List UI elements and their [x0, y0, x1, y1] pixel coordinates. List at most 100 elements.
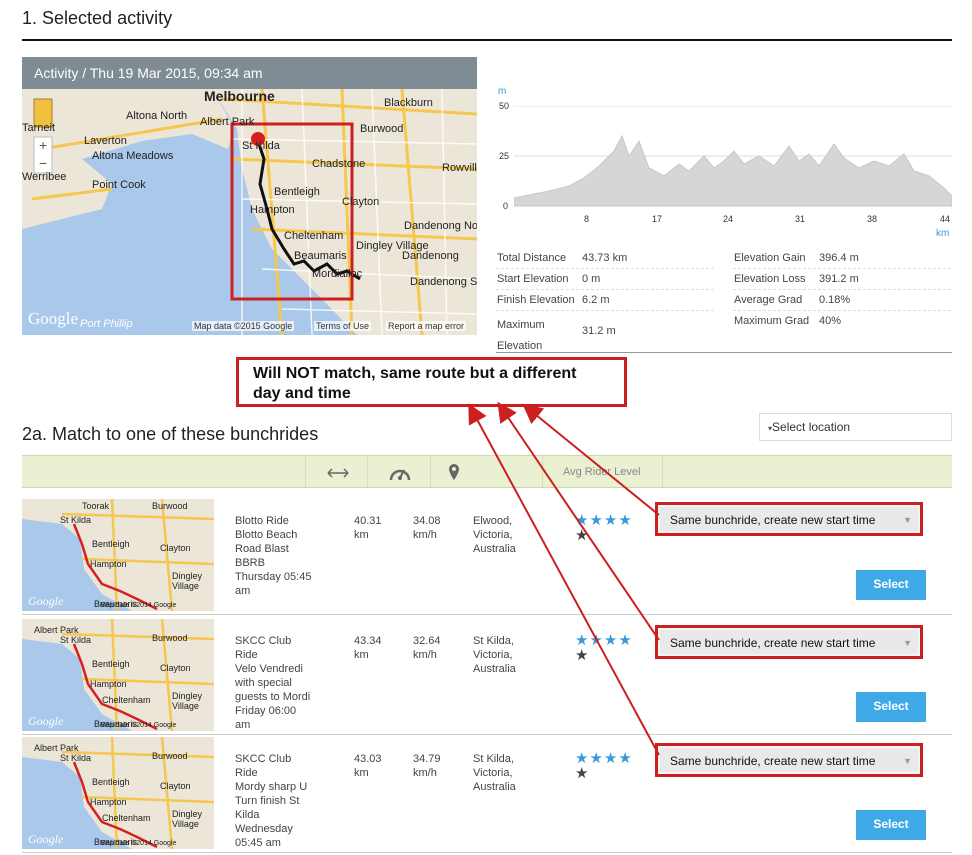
map-place-label: Laverton [84, 135, 127, 147]
star-icon: ★ [575, 765, 590, 782]
table-header: Avg Rider Level [22, 455, 952, 488]
zoom-out-button[interactable]: − [39, 155, 48, 171]
map-place-label: Beaumaris [294, 250, 347, 262]
distance-unit: km [354, 767, 369, 779]
match-option-value: Same bunchride, create new start time [660, 748, 918, 772]
thumb-place-label: Beaumaris [94, 837, 138, 847]
match-option-value: Same bunchride, create new start time [660, 507, 918, 531]
thumb-place-label: Hampton [90, 559, 127, 569]
ride-name-line: Blotto Ride [235, 515, 289, 527]
stat-label: Start Elevation [497, 273, 569, 285]
caret-down-icon: ▼ [903, 638, 912, 648]
ride-map-canvas: Toorak Burwood St Kilda Bentleigh Clayton Ham… [22, 499, 214, 611]
distance-unit: km [354, 649, 369, 661]
ride-location-line: Elwood, Victoria, [473, 515, 513, 541]
match-option-select[interactable]: Same bunchride, create new start time ▼ [655, 625, 923, 659]
thumb-place-label: Village [172, 581, 199, 591]
stat-row: Total Distance 43.73 km [496, 248, 714, 269]
thumb-place-label: Clayton [160, 781, 191, 791]
stat-row: Elevation Loss 391.2 m [733, 269, 951, 290]
thumb-place-label: Cheltenham [102, 813, 151, 823]
match-option-select[interactable]: Same bunchride, create new start time ▼ [655, 502, 923, 536]
ride-name-line: am [235, 719, 251, 731]
ride-name-line: Ride [235, 767, 258, 779]
x-tick: 8 [584, 214, 590, 224]
map-place-label: Dandenong North [404, 220, 477, 232]
ride-location-line: Australia [473, 663, 516, 675]
ride-name-line: Mordy sharp U [235, 781, 308, 793]
ride-name-line: Turn finish St [235, 795, 300, 807]
ride-name-line: Friday 06:00 [235, 705, 297, 717]
map-place-label: Albert Park [200, 116, 255, 128]
activity-map[interactable]: Melbourne Blackburn Altona North Albert Par… [22, 89, 477, 335]
ride-route-thumbnail[interactable]: Albert Park Burwood St Kilda Bentleigh Clayt… [22, 737, 214, 849]
callout-line: day and time [253, 385, 351, 402]
stat-label: Maximum Grad [734, 315, 810, 327]
distance-column [305, 456, 367, 487]
zoom-in-button[interactable]: + [39, 137, 48, 153]
map-attribution: Map data ©2014 Google [100, 839, 176, 847]
ride-route-thumbnail[interactable]: Albert Park Burwood St Kilda Bentleigh Clayt… [22, 619, 214, 731]
distance-value: 43.03 [354, 753, 382, 765]
annotation-callout: Will NOT match, same route but a differe… [236, 357, 627, 407]
location-select[interactable]: ▾Select location [759, 413, 952, 441]
ride-distance: 43.34 km [354, 634, 382, 662]
elevation-profile: m 50 25 0 8 17 24 31 38 44 km [496, 84, 956, 244]
stat-value: 6.2 m [582, 294, 610, 306]
activity-map-canvas: Melbourne Blackburn Altona North Albert Par… [22, 89, 477, 335]
ride-speed: 34.79 km/h [413, 752, 441, 780]
map-place-label: Blackburn [384, 97, 433, 109]
section-divider [22, 39, 952, 41]
google-logo: Google [28, 594, 64, 608]
rider-level-stars: ★★★★ ★ [575, 513, 639, 543]
select-button[interactable]: Select [856, 692, 926, 722]
terms-link[interactable]: Terms of Use [314, 321, 372, 331]
google-logo: Google [28, 309, 79, 328]
speed-column [367, 456, 430, 487]
stat-label: Elevation Loss [734, 273, 806, 285]
ride-name-line: am [235, 585, 251, 597]
match-option-select[interactable]: Same bunchride, create new start time ▼ [655, 743, 923, 777]
callout-line: Will NOT match, same route but a differe… [253, 365, 577, 382]
ride-name-line: guests to Mordi [235, 691, 311, 703]
location-select-label: Select location [772, 420, 851, 434]
avg-rider-level-header: Avg Rider Level [563, 466, 641, 478]
ride-name-line: Wednesday [235, 823, 293, 835]
map-place-label: Port Phillip [80, 318, 133, 330]
x-tick: 17 [652, 214, 663, 224]
rider-level-stars: ★★★★ ★ [575, 633, 639, 663]
elevation-profile-chart [514, 106, 952, 207]
thumb-place-label: Clayton [160, 663, 191, 673]
ride-route-thumbnail[interactable]: Toorak Burwood St Kilda Bentleigh Clayton Ham… [22, 499, 214, 611]
activity-header: Activity / Thu 19 Mar 2015, 09:34 am [22, 57, 477, 89]
speed-unit: km/h [413, 767, 437, 779]
map-place-label: Cheltenham [284, 230, 343, 242]
caret-down-icon: ▾ [768, 424, 773, 433]
stat-value: 0 m [582, 273, 601, 285]
map-place-label: Tarneit [22, 122, 55, 134]
thumb-place-label: Hampton [90, 797, 127, 807]
speed-unit: km/h [413, 649, 437, 661]
map-place-label: Clayton [342, 196, 379, 208]
thumb-place-label: Dingley [172, 691, 203, 701]
stat-value: 396.4 m [819, 252, 859, 264]
map-attribution: Map data ©2014 Google [100, 721, 176, 729]
stat-value: 391.2 m [819, 273, 859, 285]
y-tick: 25 [499, 151, 510, 161]
thumb-place-label: Bentleigh [92, 777, 130, 787]
ride-speed: 34.08 km/h [413, 514, 441, 542]
ride-name-line: SKCC Club [235, 753, 292, 765]
thumb-place-label: Dingley [172, 571, 203, 581]
map-place-label: Hampton [250, 204, 295, 216]
select-button[interactable]: Select [856, 570, 926, 600]
section-title-selected-activity: 1. Selected activity [22, 8, 173, 28]
select-button[interactable]: Select [856, 810, 926, 840]
y-tick: 50 [499, 101, 510, 111]
thumb-place-label: Beaumaris [94, 599, 138, 609]
bunchride-row: Albert Park Burwood St Kilda Bentleigh Clayt… [22, 737, 952, 853]
report-map-error-link[interactable]: Report a map error [386, 321, 467, 331]
ride-location-line: Victoria, [473, 767, 513, 779]
speed-unit: km/h [413, 529, 437, 541]
ride-name-line: with special [235, 677, 292, 689]
map-place-label: Dandenong [402, 250, 459, 262]
